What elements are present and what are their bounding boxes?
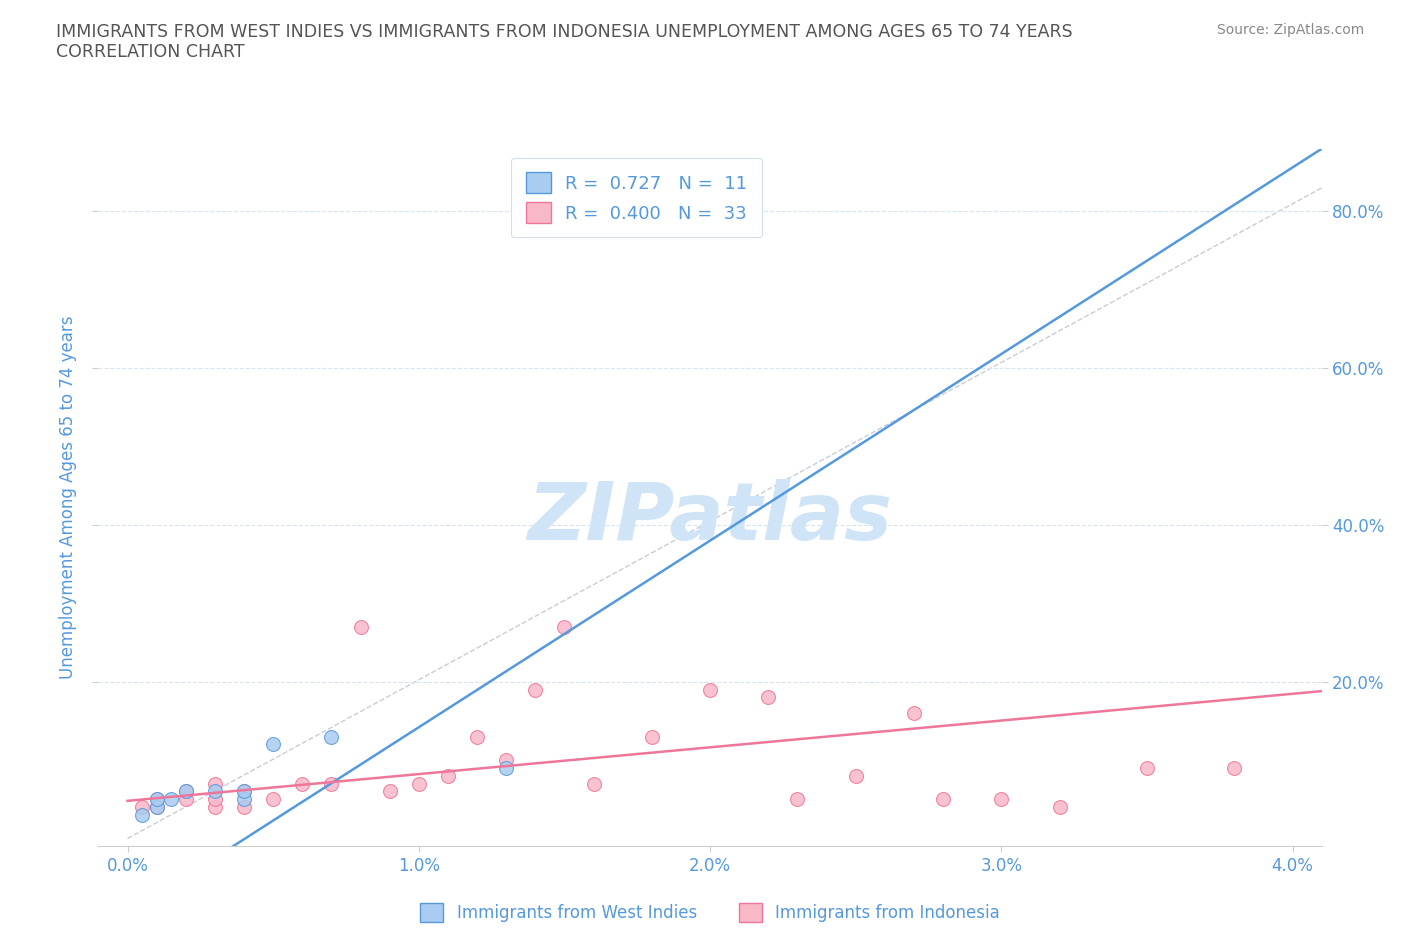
Point xyxy=(204,777,226,791)
Point xyxy=(845,768,868,783)
Point xyxy=(262,791,284,806)
Point xyxy=(349,619,371,634)
Point xyxy=(699,682,721,697)
Point xyxy=(145,800,167,815)
Point xyxy=(131,800,153,815)
Point xyxy=(524,682,547,697)
Point xyxy=(174,784,197,799)
Point xyxy=(204,784,226,799)
Point xyxy=(233,800,256,815)
Point xyxy=(204,800,226,815)
Point xyxy=(437,768,460,783)
Point xyxy=(233,784,256,799)
Point xyxy=(1049,800,1071,815)
Point xyxy=(756,690,779,705)
Point xyxy=(262,737,284,751)
Text: CORRELATION CHART: CORRELATION CHART xyxy=(56,43,245,60)
Y-axis label: Unemployment Among Ages 65 to 74 years: Unemployment Among Ages 65 to 74 years xyxy=(59,316,77,679)
Text: ZIPatlas: ZIPatlas xyxy=(527,480,893,557)
Point xyxy=(903,706,925,721)
Point xyxy=(495,752,517,767)
Legend: Immigrants from West Indies, Immigrants from Indonesia: Immigrants from West Indies, Immigrants … xyxy=(413,897,1007,929)
Text: IMMIGRANTS FROM WEST INDIES VS IMMIGRANTS FROM INDONESIA UNEMPLOYMENT AMONG AGES: IMMIGRANTS FROM WEST INDIES VS IMMIGRANT… xyxy=(56,23,1073,41)
Point xyxy=(145,800,167,815)
Point xyxy=(786,791,808,806)
Point xyxy=(291,777,314,791)
Point xyxy=(553,619,575,634)
Point xyxy=(160,791,183,806)
Point xyxy=(233,784,256,799)
Point xyxy=(131,807,153,822)
Point xyxy=(495,761,517,776)
Point xyxy=(641,729,664,744)
Point xyxy=(378,784,401,799)
Point xyxy=(233,791,256,806)
Point xyxy=(408,777,430,791)
Point xyxy=(321,777,343,791)
Point xyxy=(174,784,197,799)
Point xyxy=(932,791,955,806)
Point xyxy=(465,729,488,744)
Text: Source: ZipAtlas.com: Source: ZipAtlas.com xyxy=(1216,23,1364,37)
Point xyxy=(1223,761,1246,776)
Point xyxy=(145,791,167,806)
Point xyxy=(1136,761,1159,776)
Point xyxy=(145,791,167,806)
Point xyxy=(321,729,343,744)
Point xyxy=(990,791,1012,806)
Point xyxy=(204,791,226,806)
Point xyxy=(174,791,197,806)
Point xyxy=(582,777,605,791)
